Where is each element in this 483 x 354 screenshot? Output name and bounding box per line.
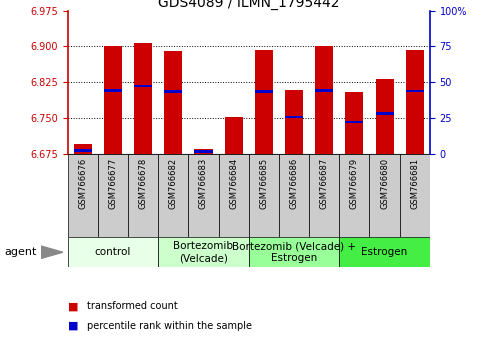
Bar bbox=[249, 237, 339, 267]
Text: GSM766681: GSM766681 bbox=[410, 158, 419, 209]
Bar bbox=[68, 237, 158, 267]
Text: percentile rank within the sample: percentile rank within the sample bbox=[87, 321, 252, 331]
Text: GSM766682: GSM766682 bbox=[169, 158, 178, 209]
Polygon shape bbox=[41, 246, 63, 258]
Bar bbox=[164, 90, 183, 93]
Bar bbox=[345, 92, 364, 154]
Bar bbox=[285, 116, 303, 119]
Bar bbox=[219, 154, 249, 237]
Text: ■: ■ bbox=[68, 301, 78, 311]
Bar bbox=[400, 154, 430, 237]
Text: GSM766683: GSM766683 bbox=[199, 158, 208, 210]
Bar bbox=[339, 237, 430, 267]
Bar bbox=[73, 144, 92, 154]
Text: GSM766679: GSM766679 bbox=[350, 158, 359, 209]
Text: GSM766685: GSM766685 bbox=[259, 158, 269, 209]
Bar bbox=[128, 154, 158, 237]
Bar bbox=[255, 50, 273, 154]
Bar bbox=[406, 50, 424, 154]
Bar bbox=[225, 117, 242, 154]
Bar bbox=[195, 149, 213, 154]
Text: GSM766676: GSM766676 bbox=[78, 158, 87, 210]
Bar bbox=[98, 154, 128, 237]
Bar bbox=[315, 46, 333, 154]
Bar bbox=[134, 85, 152, 87]
Text: GSM766678: GSM766678 bbox=[139, 158, 148, 210]
Text: Bortezomib
(Velcade): Bortezomib (Velcade) bbox=[173, 241, 233, 263]
Bar bbox=[345, 121, 364, 123]
Bar bbox=[339, 154, 369, 237]
Bar bbox=[406, 90, 424, 92]
Bar bbox=[279, 154, 309, 237]
Bar bbox=[158, 154, 188, 237]
Bar bbox=[104, 46, 122, 154]
Bar bbox=[376, 112, 394, 115]
Text: agent: agent bbox=[5, 247, 37, 257]
Text: transformed count: transformed count bbox=[87, 301, 178, 311]
Bar bbox=[255, 90, 273, 93]
Bar bbox=[164, 51, 183, 154]
Bar bbox=[369, 154, 400, 237]
Text: ■: ■ bbox=[68, 321, 78, 331]
Text: Estrogen: Estrogen bbox=[361, 247, 408, 257]
Text: GSM766687: GSM766687 bbox=[320, 158, 329, 210]
Bar bbox=[249, 154, 279, 237]
Bar bbox=[315, 89, 333, 92]
Text: GSM766680: GSM766680 bbox=[380, 158, 389, 209]
Bar bbox=[104, 89, 122, 92]
Bar bbox=[73, 149, 92, 152]
Text: Bortezomib (Velcade) +
Estrogen: Bortezomib (Velcade) + Estrogen bbox=[232, 241, 356, 263]
Text: GSM766686: GSM766686 bbox=[289, 158, 298, 210]
Text: control: control bbox=[95, 247, 131, 257]
Bar bbox=[285, 90, 303, 154]
Bar bbox=[309, 154, 339, 237]
Bar bbox=[68, 154, 98, 237]
Bar bbox=[376, 79, 394, 154]
Title: GDS4089 / ILMN_1795442: GDS4089 / ILMN_1795442 bbox=[158, 0, 340, 10]
Bar bbox=[195, 150, 213, 153]
Bar bbox=[158, 237, 249, 267]
Text: GSM766684: GSM766684 bbox=[229, 158, 238, 209]
Bar bbox=[225, 156, 242, 159]
Bar bbox=[188, 154, 219, 237]
Bar bbox=[134, 42, 152, 154]
Text: GSM766677: GSM766677 bbox=[108, 158, 117, 210]
